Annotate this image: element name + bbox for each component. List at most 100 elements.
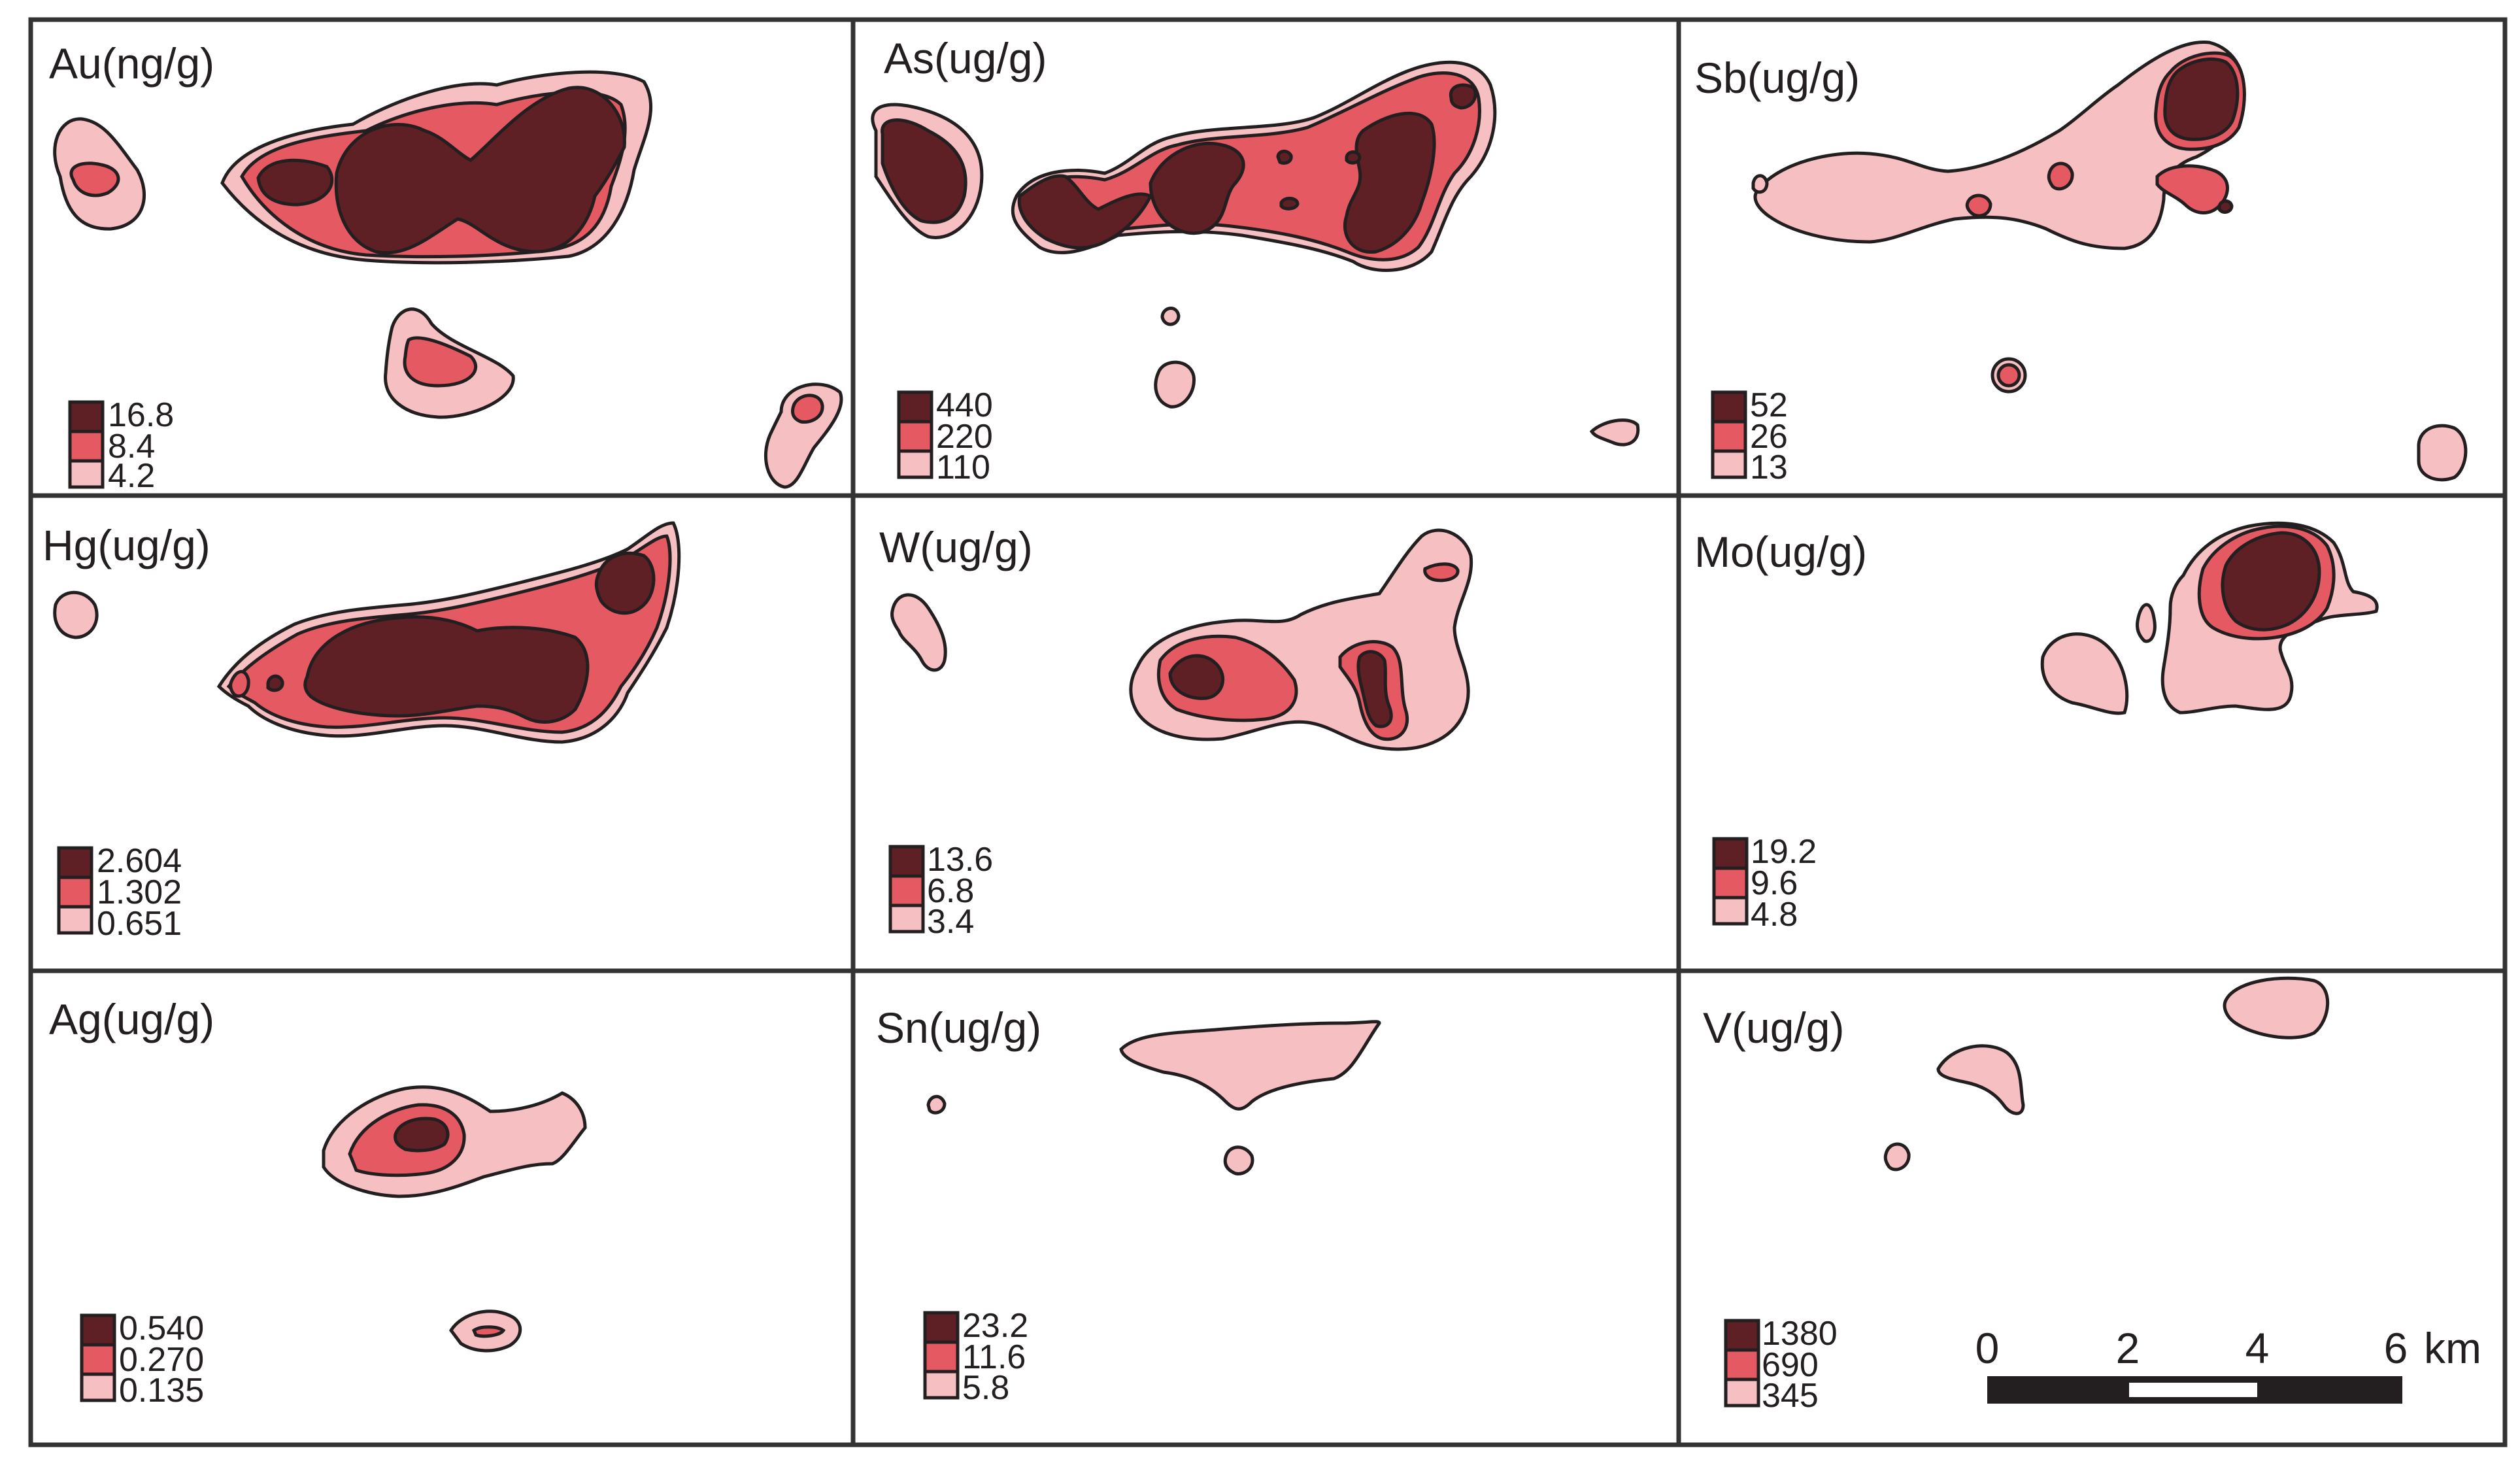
legend-value-low: 0.135 xyxy=(119,1372,204,1410)
low-anomaly-contour xyxy=(1160,307,1181,326)
legend-value-high: 19.2 xyxy=(1751,833,1817,871)
legend-value-mid: 11.6 xyxy=(962,1338,1026,1376)
legend-au: 16.8 8.4 4.2 xyxy=(68,396,174,495)
legend-swatch-high xyxy=(1711,390,1747,424)
legend-value-mid: 8.4 xyxy=(108,428,155,465)
medium-anomaly-contour xyxy=(229,670,250,698)
low-anomaly-contour xyxy=(1589,418,1640,447)
legend-swatch-high xyxy=(1712,837,1749,870)
legend-swatch-mid xyxy=(923,1340,960,1374)
legend-swatch-low xyxy=(57,905,93,935)
low-anomaly-contour xyxy=(2040,632,2129,715)
legend-v: 1380 690 345 xyxy=(1724,1315,1838,1415)
high-anomaly-contour xyxy=(2217,199,2234,214)
low-anomaly-contour xyxy=(1119,1020,1381,1111)
high-anomaly-contour xyxy=(1149,141,1245,235)
legend-hg: 2.604 1.302 0.651 xyxy=(57,842,182,943)
high-anomaly-contour xyxy=(394,1117,450,1153)
legend-swatch-low xyxy=(897,449,933,479)
low-anomaly-contour xyxy=(1223,1145,1254,1175)
legend-value-high: 52 xyxy=(1750,386,1788,424)
map-frame xyxy=(28,17,2508,1447)
legend-mo: 19.2 9.6 4.8 xyxy=(1712,833,1817,934)
panel-v: V(ug/g) 1380 690 345 0 2 4 6 km xyxy=(1703,976,2481,1415)
scale-bar-white-segment xyxy=(2129,1383,2257,1397)
legend-sb: 52 26 13 xyxy=(1711,386,1788,486)
scale-tick-2: 2 xyxy=(2116,1324,2140,1372)
panel-title-hg: Hg(ug/g) xyxy=(42,521,210,569)
legend-value-low: 4.2 xyxy=(108,457,155,495)
legend-value-mid: 9.6 xyxy=(1751,864,1798,902)
medium-anomaly-contour xyxy=(791,394,824,424)
scale-tick-0: 0 xyxy=(1975,1324,2000,1372)
panel-ag: Ag(ug/g) 0.540 0.270 0.135 xyxy=(49,995,587,1410)
low-anomaly-contour xyxy=(1936,1044,2025,1115)
panel-grid xyxy=(28,17,2508,1447)
panel-sb: Sb(ug/g) 52 26 13 xyxy=(1694,40,2468,486)
high-anomaly-contour xyxy=(1276,150,1293,165)
legend-swatch-high xyxy=(923,1311,960,1344)
panel-title-mo: Mo(ug/g) xyxy=(1694,528,1867,576)
legend-swatch-low xyxy=(923,1370,960,1400)
high-anomaly-contour xyxy=(1343,111,1436,254)
legend-swatch-high xyxy=(68,400,105,433)
low-anomaly-contour xyxy=(53,590,99,639)
low-anomaly-contour xyxy=(926,1094,947,1115)
high-anomaly-contour xyxy=(2163,57,2240,141)
legend-swatch-low xyxy=(80,1372,116,1402)
medium-anomaly-contour xyxy=(1423,562,1460,583)
panel-title-v: V(ug/g) xyxy=(1703,1004,1844,1052)
legend-value-high: 13.6 xyxy=(927,841,993,879)
legend-value-mid: 220 xyxy=(936,418,993,456)
panel-title-sn: Sn(ug/g) xyxy=(876,1004,1041,1052)
legend-value-mid: 0.270 xyxy=(119,1341,204,1379)
medium-anomaly-contour xyxy=(1996,363,2021,388)
legend-value-low: 4.8 xyxy=(1751,896,1798,934)
high-anomaly-contour xyxy=(881,118,967,224)
high-anomaly-contour xyxy=(594,551,656,615)
high-anomaly-contour xyxy=(1279,197,1300,211)
panel-sn: Sn(ug/g) 23.2 11.6 5.8 xyxy=(876,1004,1381,1407)
high-anomaly-contour xyxy=(2221,531,2321,632)
medium-anomaly-contour xyxy=(471,1325,506,1338)
legend-swatch-high xyxy=(80,1313,116,1347)
legend-swatch-low xyxy=(1711,449,1747,479)
legend-value-high: 0.540 xyxy=(119,1309,204,1347)
panel-title-sb: Sb(ug/g) xyxy=(1694,54,1860,102)
low-anomaly-contour xyxy=(2417,424,2468,482)
panel-as: As(ug/g) 440 220 110 xyxy=(871,34,1640,486)
legend-swatch-mid xyxy=(68,430,105,463)
anomaly-contours-sn xyxy=(926,1020,1381,1175)
legend-value-high: 1380 xyxy=(1762,1315,1838,1353)
high-anomaly-contour xyxy=(334,86,626,255)
low-anomaly-contour xyxy=(2136,603,2157,643)
low-anomaly-contour xyxy=(1129,528,1473,751)
high-anomaly-contour xyxy=(303,615,590,724)
legend-value-mid: 690 xyxy=(1762,1346,1819,1384)
legend-value-mid: 6.8 xyxy=(927,872,974,910)
legend-swatch-high xyxy=(897,390,933,424)
panel-hg: Hg(ug/g) 2.604 1.302 0.651 xyxy=(42,521,681,943)
scale-unit: km xyxy=(2424,1324,2481,1372)
anomaly-contours-as xyxy=(871,60,1640,447)
medium-anomaly-contour xyxy=(2047,161,2074,191)
panel-title-as: As(ug/g) xyxy=(884,34,1047,82)
medium-anomaly-contour xyxy=(403,336,478,388)
panel-title-au: Au(ng/g) xyxy=(49,39,214,88)
legend-as: 440 220 110 xyxy=(897,386,993,486)
legend-w: 13.6 6.8 3.4 xyxy=(888,841,993,941)
legend-swatch-mid xyxy=(888,874,925,907)
anomaly-contours-v xyxy=(1883,976,2330,1172)
high-anomaly-contour xyxy=(266,674,284,692)
panel-au: Au(ng/g) 16.8 8.4 4.2 xyxy=(49,39,843,495)
legend-swatch-low xyxy=(1712,896,1749,926)
high-anomaly-contour xyxy=(1345,150,1362,165)
legend-value-low: 13 xyxy=(1750,448,1788,486)
legend-value-low: 345 xyxy=(1762,1377,1819,1415)
scale-bar: 0 2 4 6 km xyxy=(1975,1324,2481,1404)
legend-swatch-low xyxy=(68,459,105,489)
anomaly-contours-w xyxy=(890,528,1473,751)
panel-w: W(ug/g) 13.6 6.8 3.4 xyxy=(879,523,1473,941)
legend-value-mid: 1.302 xyxy=(97,873,182,911)
